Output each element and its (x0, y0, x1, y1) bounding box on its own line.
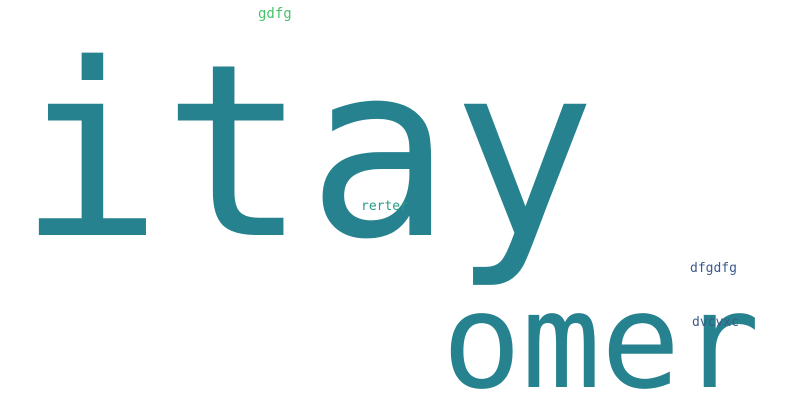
word-omer: omer (442, 265, 760, 400)
word-itay: itay (18, 12, 596, 292)
word-dvcvxc: dvcvxc (692, 315, 739, 330)
word-dfgdfg: dfgdfg (690, 261, 737, 276)
word-rerter: rerter (361, 199, 408, 214)
word-gdfg: gdfg (258, 6, 292, 22)
